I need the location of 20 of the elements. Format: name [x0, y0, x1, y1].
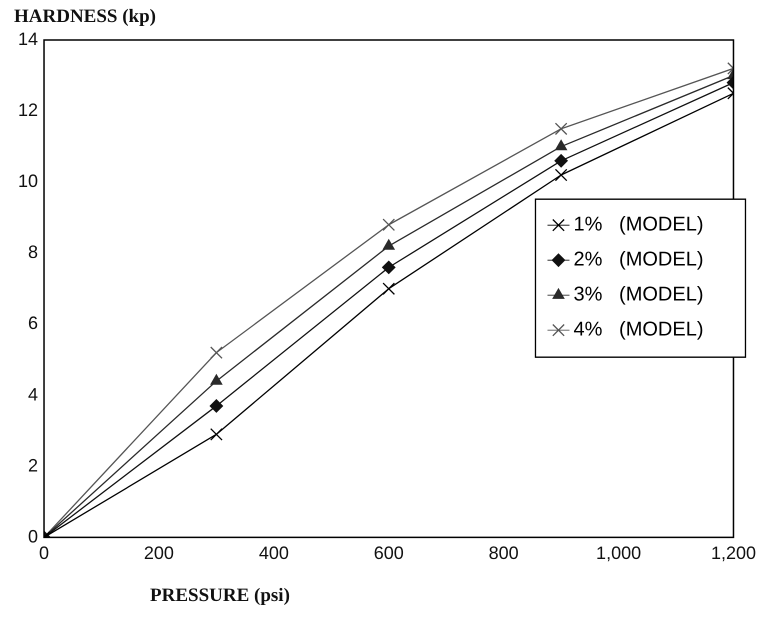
x-tick-label: 200	[144, 543, 174, 564]
y-tick-label: 0	[28, 526, 38, 546]
x-tick-label: 400	[258, 543, 289, 564]
legend-label: 4% (MODEL)	[573, 318, 704, 341]
y-axis-title: HARDNESS (kp)	[14, 6, 156, 28]
legend-label: 1% (MODEL)	[573, 214, 704, 236]
y-tick-label: 10	[18, 171, 38, 192]
x-axis-title: PRESSURE (psi)	[150, 585, 290, 607]
x-tick-label: 800	[488, 543, 519, 564]
y-tick-label: 12	[18, 100, 38, 120]
x-tick-label: 1,200	[710, 543, 756, 564]
legend-label: 2% (MODEL)	[573, 248, 704, 271]
y-tick-label: 8	[28, 242, 38, 262]
y-tick-label: 14	[18, 28, 38, 49]
x-tick-label: 600	[374, 543, 404, 564]
legend-label: 3% (MODEL)	[573, 284, 704, 306]
y-tick-label: 6	[28, 313, 38, 334]
x-tick-label: 1,000	[596, 543, 642, 564]
y-tick-label: 2	[28, 455, 38, 476]
y-tick-label: 4	[28, 384, 38, 404]
